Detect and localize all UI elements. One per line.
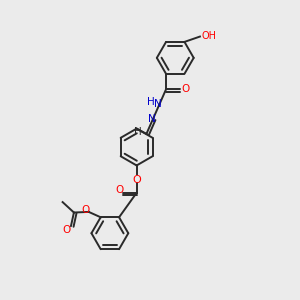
- Text: O: O: [132, 175, 141, 185]
- Text: H: H: [134, 127, 142, 137]
- Text: O: O: [182, 84, 190, 94]
- Text: N: N: [148, 114, 156, 124]
- Text: N: N: [154, 99, 162, 109]
- Text: H: H: [147, 97, 154, 107]
- Text: O: O: [82, 205, 90, 215]
- Text: O: O: [63, 225, 71, 235]
- Text: O: O: [116, 185, 124, 195]
- Text: OH: OH: [201, 31, 216, 41]
